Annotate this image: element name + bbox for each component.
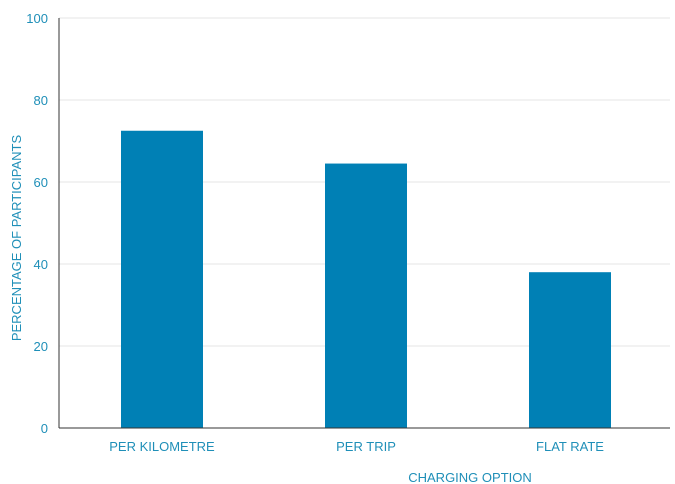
bar [325,163,407,429]
y-tick-label: 40 [34,257,48,272]
y-axis-ticks: 0 20 40 60 80 100 [26,11,48,436]
y-tick-label: 100 [26,11,48,26]
x-axis-labels: PER KILOMETRE PER TRIP FLAT RATE [109,439,604,454]
y-tick-label: 20 [34,339,48,354]
x-axis-title: CHARGING OPTION [408,470,532,484]
x-category-label: PER KILOMETRE [109,439,215,454]
x-category-label: FLAT RATE [536,439,604,454]
bars [121,130,611,429]
y-tick-label: 0 [41,421,48,436]
y-tick-label: 60 [34,175,48,190]
bar [529,272,611,428]
bar [121,130,203,428]
y-tick-label: 80 [34,93,48,108]
x-category-label: PER TRIP [336,439,396,454]
y-axis-title: PERCENTAGE OF PARTICIPANTS [9,134,24,341]
